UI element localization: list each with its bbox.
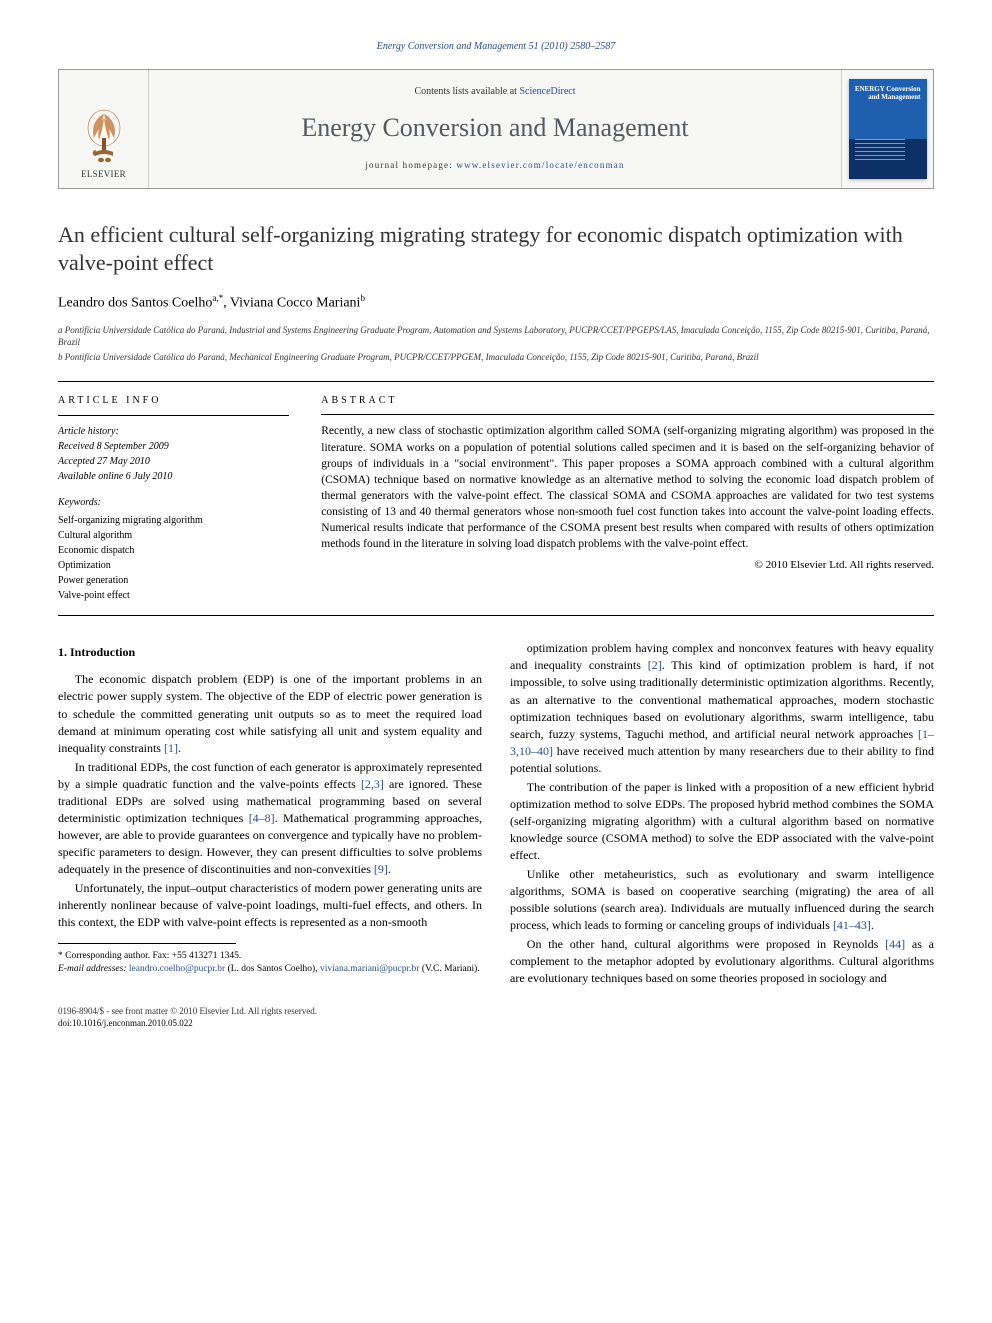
body-columns: 1. Introduction The economic dispatch pr… (58, 640, 934, 987)
para-text: The economic dispatch problem (EDP) is o… (58, 672, 482, 754)
email-name-1: (L. dos Santos Coelho), (225, 964, 320, 974)
article-info-heading: ARTICLE INFO (58, 394, 289, 416)
elsevier-tree-icon (81, 108, 127, 164)
sciencedirect-link[interactable]: ScienceDirect (519, 86, 575, 97)
article-history: Article history: Received 8 September 20… (58, 424, 289, 484)
paragraph: In traditional EDPs, the cost function o… (58, 759, 482, 878)
para-text: have received much attention by many res… (510, 744, 934, 775)
paragraph: optimization problem having complex and … (510, 640, 934, 776)
page-footer: 0196-8904/$ - see front matter © 2010 El… (58, 1005, 934, 1029)
keyword-item: Economic dispatch (58, 543, 289, 558)
paragraph: Unlike other metaheuristics, such as evo… (510, 866, 934, 934)
article-title: An efficient cultural self-organizing mi… (58, 221, 934, 278)
email-name-2: (V.C. Mariani). (419, 964, 479, 974)
author-1-affil-marker: a,* (212, 293, 223, 303)
journal-cover-thumbnail: ENERGY Conversion and Management (849, 79, 927, 179)
email-link-1[interactable]: leandro.coelho@pucpr.br (129, 964, 225, 974)
homepage-prefix: journal homepage: (365, 160, 456, 170)
keywords-label: Keywords: (58, 496, 289, 511)
front-matter-line: 0196-8904/$ - see front matter © 2010 El… (58, 1005, 934, 1017)
history-label: Article history: (58, 424, 289, 439)
citation-ref[interactable]: [41–43] (833, 918, 871, 932)
publisher-block: ELSEVIER (59, 70, 149, 188)
para-text: . (871, 918, 874, 932)
email-link-2[interactable]: viviana.mariani@pucpr.br (320, 964, 420, 974)
article-info: ARTICLE INFO Article history: Received 8… (58, 382, 303, 615)
citation-ref[interactable]: [2] (648, 658, 662, 672)
authors-line: Leandro dos Santos Coelhoa,*, Viviana Co… (58, 292, 934, 314)
masthead-center: Contents lists available at ScienceDirec… (149, 70, 841, 188)
affiliations: a Pontifícia Universidade Católica do Pa… (58, 324, 934, 364)
email-line: E-mail addresses: leandro.coelho@pucpr.b… (58, 963, 482, 976)
section-1-heading: 1. Introduction (58, 644, 482, 661)
paragraph: The contribution of the paper is linked … (510, 779, 934, 864)
keyword-item: Valve-point effect (58, 588, 289, 603)
column-footer: * Corresponding author. Fax: +55 413271 … (58, 943, 482, 976)
citation-line: Energy Conversion and Management 51 (201… (58, 40, 934, 55)
author-1: Leandro dos Santos Coelho (58, 295, 212, 310)
keyword-item: Cultural algorithm (58, 528, 289, 543)
citation-ref[interactable]: [1] (164, 741, 178, 755)
info-abstract-block: ARTICLE INFO Article history: Received 8… (58, 381, 934, 616)
citation-ref[interactable]: [2,3] (361, 777, 384, 791)
paragraph: Unfortunately, the input–output characte… (58, 880, 482, 931)
keyword-item: Optimization (58, 558, 289, 573)
para-text: . (388, 862, 391, 876)
contents-prefix: Contents lists available at (414, 86, 519, 97)
author-2-affil-marker: b (360, 293, 365, 303)
cover-title: ENERGY Conversion and Management (855, 85, 921, 101)
paragraph: On the other hand, cultural algorithms w… (510, 936, 934, 987)
history-online: Available online 6 July 2010 (58, 469, 289, 484)
cover-decor-lines (855, 139, 905, 163)
paragraph: The economic dispatch problem (EDP) is o… (58, 671, 482, 756)
history-accepted: Accepted 27 May 2010 (58, 454, 289, 469)
footnote-separator (58, 943, 236, 944)
journal-cover-block: ENERGY Conversion and Management (841, 70, 933, 188)
doi-line: doi:10.1016/j.enconman.2010.05.022 (58, 1017, 934, 1029)
affiliation-a: a Pontifícia Universidade Católica do Pa… (58, 324, 934, 349)
abstract-text: Recently, a new class of stochastic opti… (321, 423, 934, 552)
keywords-list: Self-organizing migrating algorithm Cult… (58, 513, 289, 603)
history-received: Received 8 September 2009 (58, 439, 289, 454)
affiliation-b: b Pontifícia Universidade Católica do Pa… (58, 351, 934, 364)
journal-name: Energy Conversion and Management (301, 109, 688, 147)
abstract-heading: ABSTRACT (321, 394, 934, 415)
keyword-item: Power generation (58, 573, 289, 588)
corresponding-author: * Corresponding author. Fax: +55 413271 … (58, 950, 482, 963)
abstract: ABSTRACT Recently, a new class of stocha… (303, 382, 934, 615)
footnotes: * Corresponding author. Fax: +55 413271 … (58, 950, 482, 976)
publisher-label: ELSEVIER (81, 168, 126, 181)
journal-homepage-line: journal homepage: www.elsevier.com/locat… (365, 159, 624, 172)
contents-available-line: Contents lists available at ScienceDirec… (414, 85, 575, 100)
citation-ref[interactable]: [44] (885, 937, 905, 951)
email-label: E-mail addresses: (58, 964, 129, 974)
keyword-item: Self-organizing migrating algorithm (58, 513, 289, 528)
para-text: . (178, 741, 181, 755)
masthead: ELSEVIER Contents lists available at Sci… (58, 69, 934, 189)
abstract-copyright: © 2010 Elsevier Ltd. All rights reserved… (321, 558, 934, 573)
citation-ref[interactable]: [9] (374, 862, 388, 876)
para-text: On the other hand, cultural algorithms w… (527, 937, 885, 951)
citation-ref[interactable]: [4–8] (249, 811, 275, 825)
journal-homepage-link[interactable]: www.elsevier.com/locate/enconman (456, 160, 624, 170)
author-2: Viviana Cocco Mariani (230, 295, 361, 310)
